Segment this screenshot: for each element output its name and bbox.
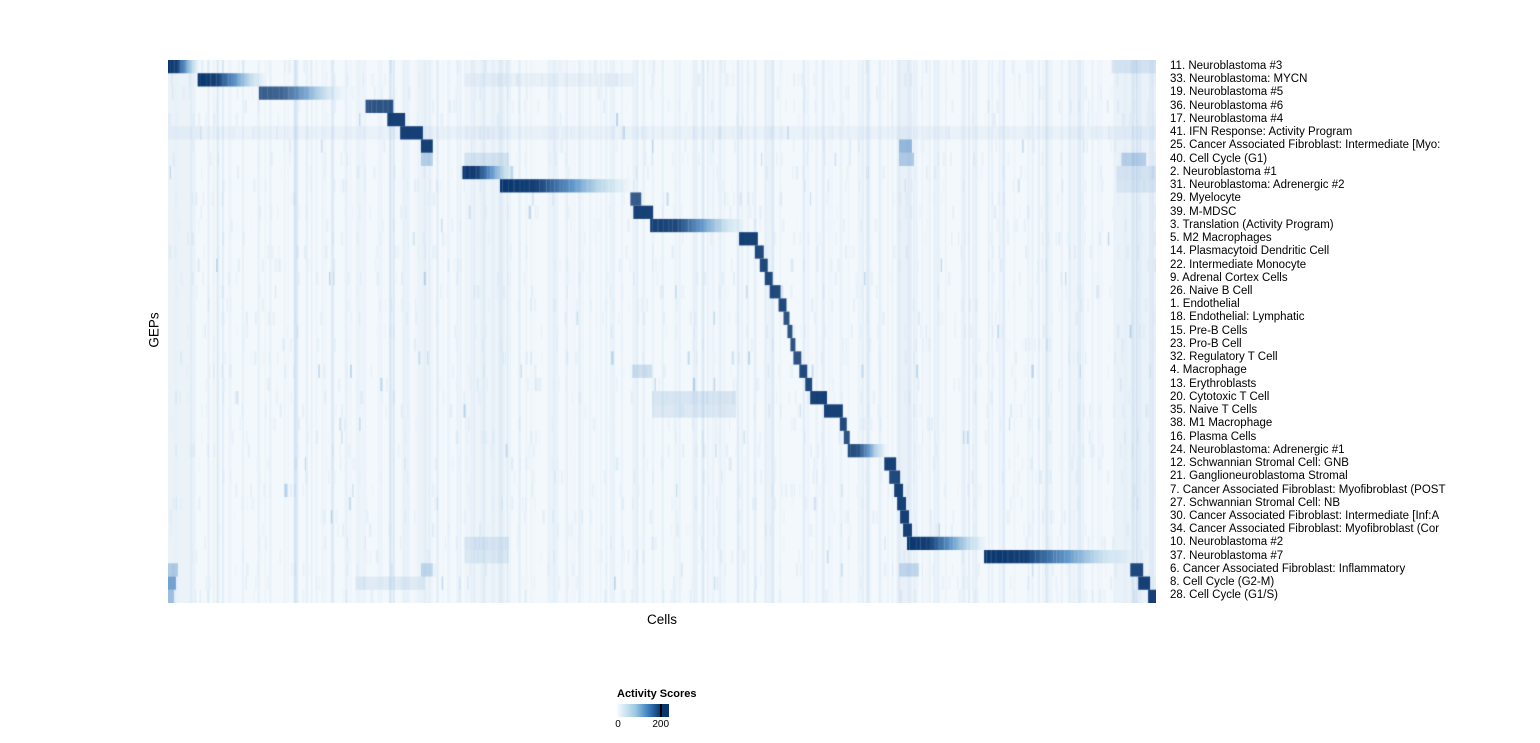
gep-row-label: 34. Cancer Associated Fibroblast: Myofib… bbox=[1170, 523, 1440, 536]
legend-tick-labels: 0 200 bbox=[615, 719, 670, 731]
legend-max-label: 200 bbox=[652, 719, 670, 730]
heatmap-canvas bbox=[168, 60, 1156, 603]
gep-row-label: 29. Myelocyte bbox=[1170, 192, 1241, 205]
x-axis-label: Cells bbox=[646, 612, 678, 627]
legend-gradient-bar bbox=[617, 704, 669, 717]
gep-row-label: 39. M-MDSC bbox=[1170, 205, 1237, 218]
legend-tick-mark bbox=[659, 704, 662, 717]
gep-row-label: 36. Neuroblastoma #6 bbox=[1170, 99, 1284, 112]
gep-row-label: 24. Neuroblastoma: Adrenergic #1 bbox=[1170, 443, 1345, 456]
gep-row-label: 17. Neuroblastoma #4 bbox=[1170, 112, 1284, 125]
gep-row-label: 27. Schwannian Stromal Cell: NB bbox=[1170, 496, 1341, 509]
gep-row-label: 7. Cancer Associated Fibroblast: Myofibr… bbox=[1170, 483, 1446, 496]
legend-title: Activity Scores bbox=[617, 688, 697, 700]
gep-row-labels: 11. Neuroblastoma #3 33. Neuroblastoma: M… bbox=[1170, 60, 1540, 603]
gep-row-label: 6. Cancer Associated Fibroblast: Inflamm… bbox=[1170, 562, 1406, 575]
gep-row-label: 33. Neuroblastoma: MYCN bbox=[1170, 73, 1308, 86]
legend-min-label: 0 bbox=[615, 719, 621, 730]
gep-row-label: 4. Macrophage bbox=[1170, 364, 1247, 377]
gep-row-label: 12. Schwannian Stromal Cell: GNB bbox=[1170, 457, 1349, 470]
gep-row-label: 18. Endothelial: Lymphatic bbox=[1170, 311, 1305, 324]
gep-row-label: 26. Naive B Cell bbox=[1170, 284, 1253, 297]
gep-row-label: 23. Pro-B Cell bbox=[1170, 337, 1242, 350]
gep-row-label: 5. M2 Macrophages bbox=[1170, 232, 1272, 245]
gep-row-label: 15. Pre-B Cells bbox=[1170, 324, 1248, 337]
gep-row-label: 25. Cancer Associated Fibroblast: Interm… bbox=[1170, 139, 1441, 152]
gep-row-label: 2. Neuroblastoma #1 bbox=[1170, 165, 1277, 178]
gep-row-label: 8. Cell Cycle (G2-M) bbox=[1170, 576, 1275, 589]
gep-row-label: 32. Regulatory T Cell bbox=[1170, 351, 1278, 364]
gep-row-label: 30. Cancer Associated Fibroblast: Interm… bbox=[1170, 509, 1440, 522]
gep-row-label: 22. Intermediate Monocyte bbox=[1170, 258, 1307, 271]
gep-row-label: 3. Translation (Activity Program) bbox=[1170, 218, 1334, 231]
gep-row-label: 37. Neuroblastoma #7 bbox=[1170, 549, 1284, 562]
gep-row-label: 40. Cell Cycle (G1) bbox=[1170, 152, 1268, 165]
gep-row-label: 31. Neuroblastoma: Adrenergic #2 bbox=[1170, 179, 1345, 192]
gep-row-label: 11. Neuroblastoma #3 bbox=[1170, 60, 1283, 72]
gep-row-label: 41. IFN Response: Activity Program bbox=[1170, 126, 1353, 139]
gep-row-label: 13. Erythroblasts bbox=[1170, 377, 1257, 390]
gep-row-label: 1. Endothelial bbox=[1170, 298, 1240, 311]
gep-row-label: 21. Ganglioneuroblastoma Stromal bbox=[1170, 470, 1348, 483]
gep-row-label: 14. Plasmacytoid Dendritic Cell bbox=[1170, 245, 1330, 258]
gep-row-label: 35. Naive T Cells bbox=[1170, 404, 1258, 417]
gep-row-label: 19. Neuroblastoma #5 bbox=[1170, 86, 1284, 99]
gep-row-label: 20. Cytotoxic T Cell bbox=[1170, 390, 1270, 403]
gep-row-label: 16. Plasma Cells bbox=[1170, 430, 1257, 443]
gep-row-label: 28. Cell Cycle (G1/S) bbox=[1170, 589, 1279, 602]
y-axis-label: GEPs bbox=[146, 312, 162, 348]
activity-scores-legend: Activity Scores 0 200 bbox=[615, 688, 757, 731]
gep-row-label: 38. M1 Macrophage bbox=[1170, 417, 1273, 430]
gep-row-label: 9. Adrenal Cortex Cells bbox=[1170, 271, 1288, 284]
gep-row-label: 10. Neuroblastoma #2 bbox=[1170, 536, 1284, 549]
